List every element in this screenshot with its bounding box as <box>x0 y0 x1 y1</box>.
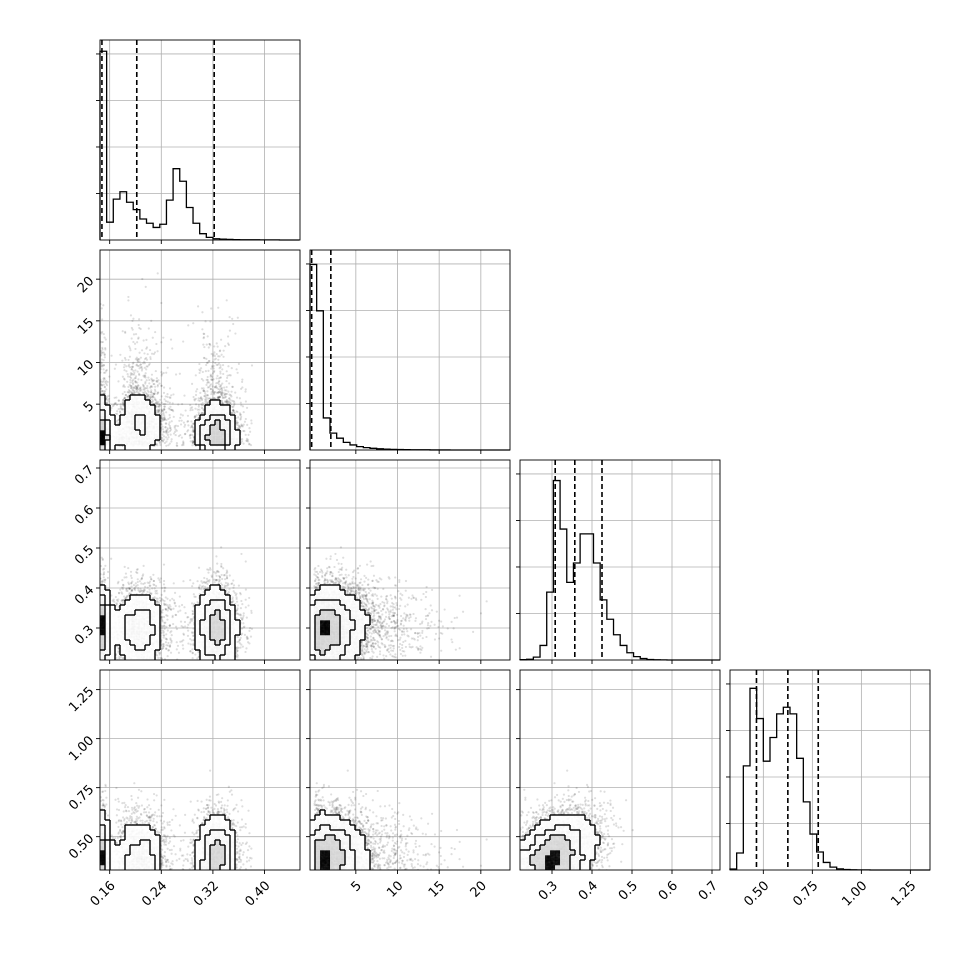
x-tick-label: 0.4 <box>576 878 601 903</box>
panel-frame <box>730 670 930 870</box>
y-tick-label: 10 <box>75 357 97 379</box>
contour-fill <box>520 815 600 870</box>
x-tick-label: 20 <box>468 878 490 900</box>
x-tick-label: 0.50 <box>741 878 772 909</box>
y-tick-label: 15 <box>75 316 97 338</box>
x-tick-label: 15 <box>426 878 448 900</box>
y-tick-label: 0.4 <box>72 583 97 608</box>
x-tick-label: 1.25 <box>888 878 919 909</box>
y-tick-label: 0.7 <box>72 463 97 488</box>
x-tick-label: 0.16 <box>88 878 119 909</box>
panel-frame <box>310 250 510 450</box>
panel-frame <box>520 460 720 660</box>
x-tick-label: 0.5 <box>616 878 641 903</box>
y-tick-label: 0.75 <box>66 782 97 813</box>
x-tick-label: 0.75 <box>790 878 821 909</box>
panel-3-1: 5 10 15 20 <box>306 670 510 953</box>
panel-frame <box>100 40 300 240</box>
x-tick-label: 0.3 <box>536 878 561 903</box>
x-tick-label: 0.6 <box>656 878 681 903</box>
y-tick-label: 20 <box>75 274 97 296</box>
panel-2-1 <box>306 460 510 712</box>
panel-2-0: 0.3 0.4 0.5 0.6 0.7 <box>72 460 300 712</box>
panel-3-0: 0.50 0.75 1.00 1.25 0.16 0.24 0.32 0.40 <box>66 670 300 953</box>
x-tick-label: 0.24 <box>139 878 170 909</box>
panel-3-3: 0.50 0.75 1.00 1.25 <box>726 670 930 910</box>
x-tick-label: 0.7 <box>696 878 721 903</box>
y-tick-label: 0.6 <box>72 503 97 528</box>
x-tick-label: 0.40 <box>242 878 273 909</box>
y-tick-label: 1.00 <box>66 733 97 764</box>
y-tick-label: 5 <box>81 399 97 415</box>
histogram-step <box>730 688 930 870</box>
x-tick-label: 5 <box>348 878 364 894</box>
contour-fill <box>100 585 240 660</box>
panel-1-0: 5 10 15 20 <box>75 250 300 454</box>
panel-3-2: 0.3 0.4 0.5 0.6 0.7 <box>468 670 722 953</box>
histogram-step <box>100 51 299 240</box>
panel-1-1 <box>306 250 510 454</box>
y-tick-label: 0.5 <box>72 543 97 568</box>
x-tick-label: 1.00 <box>839 878 870 909</box>
x-tick-label: 10 <box>384 878 406 900</box>
y-tick-label: 1.25 <box>66 684 97 715</box>
y-tick-label: 0.3 <box>72 623 97 648</box>
y-tick-label: 0.50 <box>66 831 97 862</box>
panel-0-0 <box>96 40 300 244</box>
histogram-step <box>520 481 720 660</box>
x-tick-label: 0.32 <box>191 878 222 909</box>
panel-2-2 <box>516 460 720 664</box>
